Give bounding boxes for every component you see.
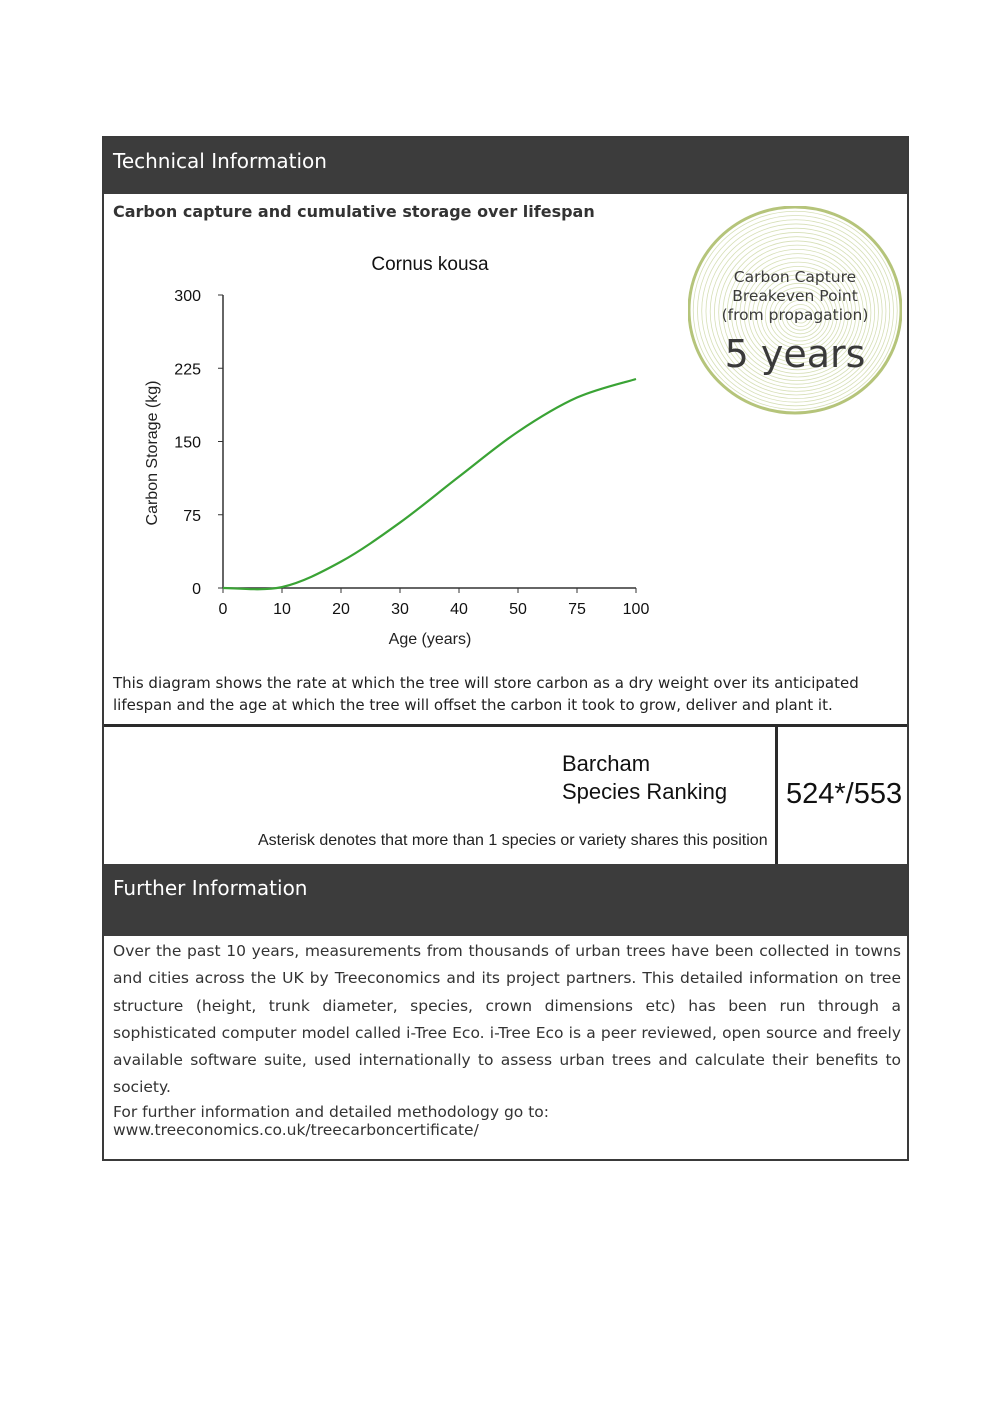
chart-title: Cornus kousa xyxy=(371,254,489,275)
badge-line-1: Carbon Capture xyxy=(733,268,857,286)
x-tick-label: 75 xyxy=(568,601,586,618)
y-tick-label: 150 xyxy=(174,435,201,452)
further-header: Further Information xyxy=(104,864,907,936)
tree-ring xyxy=(739,257,857,371)
tree-ring xyxy=(726,244,868,381)
tree-ring xyxy=(769,287,830,345)
tree-ring xyxy=(687,205,903,415)
tree-ring xyxy=(697,215,894,407)
x-axis-label: Age (years) xyxy=(389,631,472,648)
breakeven-badge: Carbon Capture Breakeven Point (from pro… xyxy=(687,205,903,420)
y-tick-label: 225 xyxy=(174,361,201,378)
y-axis-label: Carbon Storage (kg) xyxy=(144,381,161,526)
badge-line-3: (from propagation) xyxy=(721,306,869,324)
technical-header: Technical Information xyxy=(104,138,907,194)
ranking-label-line-1: Barcham xyxy=(562,751,651,776)
tree-ring xyxy=(764,282,834,349)
tree-ring xyxy=(747,265,849,364)
tree-ring xyxy=(760,278,838,353)
tree-ring xyxy=(709,227,883,396)
carbon-chart: Cornus kousa Carbon Storage (kg) Age (ye… xyxy=(144,254,650,648)
tree-ring xyxy=(790,308,812,328)
y-tick-label: 0 xyxy=(192,581,201,598)
y-tick-label: 75 xyxy=(183,508,201,525)
x-tick-label: 50 xyxy=(509,601,527,618)
certificate-frame: Technical Information Carbon capture and… xyxy=(102,136,909,1161)
tree-ring xyxy=(777,295,823,338)
series-line xyxy=(222,377,637,591)
x-tick-label: 20 xyxy=(332,601,350,618)
tree-ring xyxy=(752,270,845,360)
chart-subtitle: Carbon capture and cumulative storage ov… xyxy=(113,202,595,221)
tree-ring xyxy=(714,232,879,392)
x-tick-label: 0 xyxy=(219,601,228,618)
x-tick-label: 40 xyxy=(450,601,468,618)
tree-ring xyxy=(756,274,842,356)
tree-ring xyxy=(743,261,853,367)
tree-ring xyxy=(731,248,864,378)
ranking-label-line-2: Species Ranking xyxy=(562,779,728,804)
tree-ring xyxy=(773,291,827,342)
tree-ring xyxy=(701,219,891,403)
tree-ring xyxy=(794,312,808,324)
further-body: Over the past 10 years, measurements fro… xyxy=(113,942,901,1097)
x-tick-label: 10 xyxy=(273,601,291,618)
methodology-link[interactable]: For further information and detailed met… xyxy=(113,1103,549,1139)
chart-description: This diagram shows the rate at which the… xyxy=(113,674,859,714)
tree-ring xyxy=(705,223,887,399)
badge-line-2: Breakeven Point xyxy=(732,287,858,305)
divider xyxy=(775,727,778,865)
divider xyxy=(104,724,907,727)
x-tick-label: 30 xyxy=(391,601,409,618)
tree-ring xyxy=(692,210,898,410)
tree-ring xyxy=(786,304,815,331)
ranking-label: Barcham Species Ranking xyxy=(562,750,727,806)
tree-rings-icon xyxy=(687,205,903,415)
tree-ring xyxy=(722,240,872,385)
tree-ring xyxy=(718,236,876,389)
tree-ring xyxy=(781,299,819,335)
ranking-value: 524*/553 xyxy=(786,778,903,810)
x-tick-label: 100 xyxy=(623,601,650,618)
tree-ring xyxy=(735,253,861,374)
y-tick-label: 300 xyxy=(174,288,201,305)
ranking-note: Asterisk denotes that more than 1 specie… xyxy=(258,832,768,849)
breakeven-value: 5 years xyxy=(724,332,866,376)
